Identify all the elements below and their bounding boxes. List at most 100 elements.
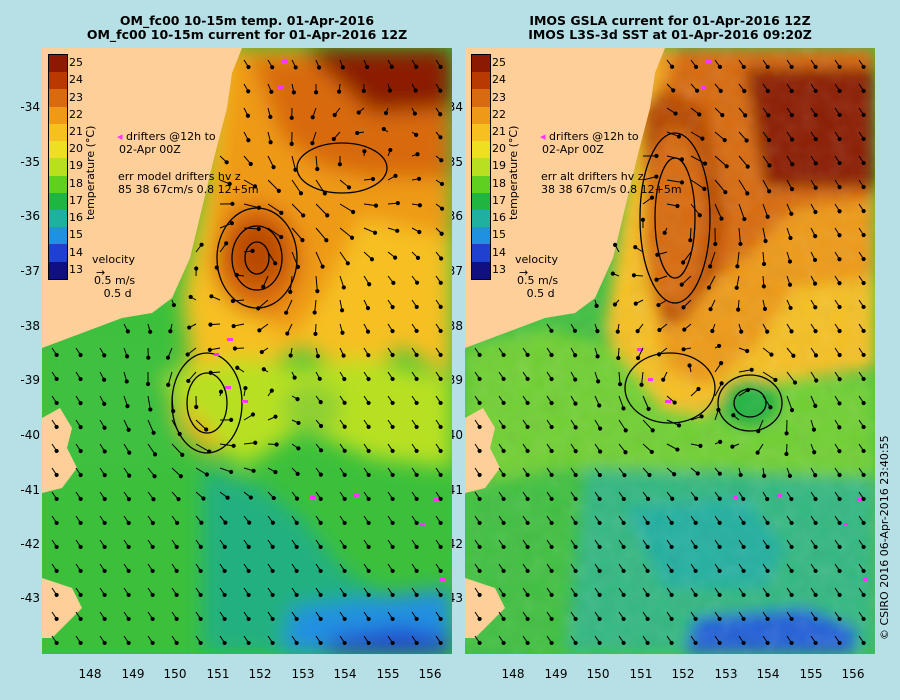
velocity-arrow-head (209, 294, 214, 299)
velocity-arrow-head (501, 400, 506, 406)
velocity-arrow-head (656, 352, 662, 357)
velocity-arrow-head (837, 472, 842, 478)
velocity-arrow-head (414, 352, 419, 358)
velocity-arrow-head (229, 221, 235, 226)
velocity-arrow-head (365, 64, 370, 70)
velocity-arrow-head (697, 112, 702, 117)
velocity-arrow-head (390, 496, 395, 502)
velocity-arrow-head (621, 520, 626, 526)
velocity-arrow-head (198, 640, 203, 646)
velocity-arrow-head (635, 355, 641, 361)
left-ytick: -35 (20, 155, 40, 169)
velocity-arrow-head (415, 255, 421, 260)
velocity-arrow-head (313, 90, 319, 95)
velocity-arrow (195, 443, 210, 452)
velocity-arrow-head (635, 329, 640, 334)
velocity-arrow-head (253, 440, 258, 445)
velocity-arrow-head (151, 430, 156, 435)
velocity-arrow-head (439, 206, 445, 211)
velocity-arrow-head (813, 137, 818, 142)
velocity-arrow-head (124, 379, 129, 384)
velocity-arrow-head (127, 473, 132, 478)
velocity-arrow-head (355, 130, 360, 136)
velocity-arrow-head (645, 496, 651, 502)
velocity-arrow-head (662, 230, 667, 235)
velocity-arrow-head (289, 115, 294, 120)
velocity-arrow-head (702, 161, 708, 166)
left-velocity-scale: 0.5 m/s 0.5 d (94, 274, 135, 300)
velocity-arrow (167, 371, 173, 386)
velocity-arrow-head (501, 568, 506, 574)
velocity-arrow-head (177, 431, 182, 437)
velocity-arrow-head (234, 272, 239, 278)
velocity-arrow (267, 251, 276, 264)
velocity-arrow-head (741, 592, 746, 598)
left-colorbar (48, 54, 68, 280)
velocity-arrow (681, 275, 692, 286)
velocity-arrow (315, 275, 318, 292)
velocity-arrow-head (741, 640, 746, 646)
velocity-arrow-head (225, 495, 230, 500)
velocity-arrow-head (152, 452, 158, 457)
velocity-arrow-head (388, 147, 393, 153)
velocity-arrow (219, 443, 234, 447)
velocity-arrow (714, 155, 728, 167)
velocity-arrow-head (246, 89, 251, 94)
velocity-arrow-head (318, 423, 324, 429)
velocity-arrow-head (595, 354, 600, 359)
velocity-arrow-head (649, 449, 654, 455)
velocity-arrow-head (501, 496, 506, 502)
colorbar-tick: 23 (492, 90, 506, 104)
velocity-arrow-head (789, 88, 794, 94)
velocity-arrow-head (188, 294, 193, 300)
velocity-arrow-head (694, 496, 699, 501)
velocity-arrow (171, 395, 174, 412)
velocity-arrow-head (723, 190, 728, 195)
velocity-arrow-head (669, 520, 674, 526)
velocity-arrow-head (310, 115, 315, 120)
velocity-arrow-head (171, 302, 176, 308)
velocity-arrow-head (270, 616, 275, 622)
velocity-arrow-head (366, 472, 371, 478)
colorbar-tick: 14 (492, 245, 506, 259)
velocity-arrow-head (78, 568, 83, 574)
velocity-arrow-head (719, 361, 724, 366)
velocity-arrow-head (166, 382, 171, 387)
velocity-arrow-head (669, 592, 674, 598)
velocity-arrow-head (178, 474, 183, 479)
velocity-arrow-head (322, 191, 327, 196)
velocity-arrow-head (78, 472, 83, 478)
velocity-arrow-head (312, 310, 317, 315)
velocity-arrow-head (861, 304, 866, 310)
left-ytick: -40 (20, 428, 40, 442)
velocity-arrow-head (787, 259, 793, 264)
velocity-arrow-head (573, 425, 578, 430)
velocity-arrow-head (477, 448, 482, 454)
velocity-arrow-head (573, 377, 578, 382)
velocity-arrow-head (294, 496, 300, 501)
velocity-arrow-head (248, 495, 253, 500)
velocity-arrow (642, 395, 650, 410)
velocity-arrow-head (261, 367, 266, 372)
velocity-arrow-head (102, 377, 107, 382)
velocity-arrow-head (741, 616, 746, 622)
velocity-arrow-head (174, 592, 179, 598)
velocity-arrow-head (745, 348, 750, 354)
velocity-arrow-head (693, 568, 698, 574)
velocity-arrow-head (741, 568, 746, 574)
velocity-arrow-head (395, 228, 400, 233)
colorbar-segment (49, 175, 67, 193)
velocity-arrow-head (270, 640, 275, 646)
velocity-arrow-head (861, 544, 866, 550)
velocity-arrow-head (229, 469, 234, 475)
velocity-arrow-head (837, 136, 842, 142)
velocity-arrow-head (126, 520, 131, 526)
velocity-arrow-head (78, 352, 83, 358)
velocity-arrow-head (739, 329, 744, 334)
velocity-arrow-head (679, 157, 685, 162)
velocity-arrow-head (788, 235, 793, 241)
velocity-arrow-head (102, 353, 107, 358)
velocity-arrow-head (102, 640, 107, 646)
velocity-arrow-head (54, 520, 59, 526)
colorbar-tick: 22 (69, 107, 83, 121)
